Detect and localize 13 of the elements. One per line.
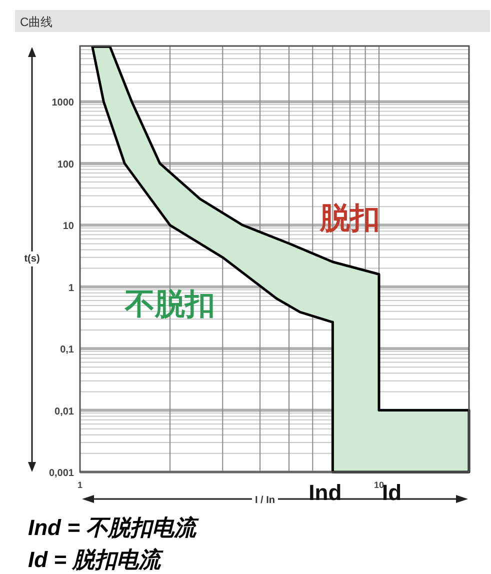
y-tick-label: 1 [68,282,74,294]
chart-title: C曲线 [20,15,53,29]
y-tick-label: 100 [57,159,74,170]
y-tick-label: 10 [62,221,74,232]
y-tick-label: 1000 [52,98,74,109]
y-tick-label: 0,1 [60,344,74,356]
y-tick-label: 0,001 [48,468,74,479]
annotation: Ind [308,480,342,505]
y-tick-label: 0,01 [54,406,74,418]
text: Ind = 不脱扣电流 [28,515,200,540]
x-axis-title: I / In [255,495,275,506]
text: Id = 脱扣电流 [28,547,164,572]
y-axis-title: t(s) [24,253,40,264]
